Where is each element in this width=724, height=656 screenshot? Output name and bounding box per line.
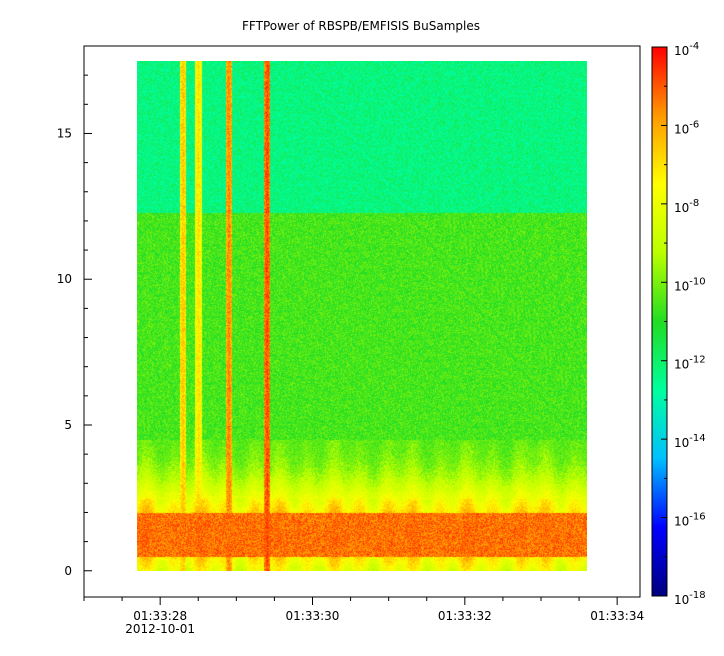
- x-tick-label: 01:33:34: [590, 609, 644, 623]
- colorbar-tick-label: 10-4: [674, 41, 699, 58]
- y-tick-label: 15: [57, 126, 72, 140]
- chart-title: FFTPower of RBSPB/EMFISIS BuSamples: [242, 19, 480, 33]
- y-tick-label: 5: [64, 418, 72, 432]
- colorbar-tick-label: 10-12: [674, 355, 706, 372]
- colorbar-tick-label: 10-8: [674, 198, 699, 215]
- spectrogram-heatmap: [137, 61, 587, 571]
- spectrogram-raster: [137, 61, 587, 571]
- colorbar-tick-label: 10-14: [674, 433, 706, 450]
- colorbar-tick-label: 10-6: [674, 119, 699, 136]
- x-tick-label: 01:33:28: [133, 609, 187, 623]
- colorbar-tick-label: 10-10: [674, 276, 706, 293]
- colorbar-axis: 10-4 10-6 10-8 10-10 10-12 10-14 10-16 10-18: [661, 41, 706, 607]
- y-tick-label: 10: [57, 272, 72, 286]
- y-axis: 0 5 10 15: [57, 45, 92, 578]
- colorbar-tick-label: 10-16: [674, 512, 706, 529]
- y-tick-label: 0: [64, 564, 72, 578]
- x-tick-label: 01:33:32: [438, 609, 492, 623]
- x-tick-label: 01:33:30: [286, 609, 340, 623]
- x-tick-sublabel: 2012-10-01: [125, 622, 195, 636]
- colorbar-tick-label: 10-18: [674, 590, 706, 607]
